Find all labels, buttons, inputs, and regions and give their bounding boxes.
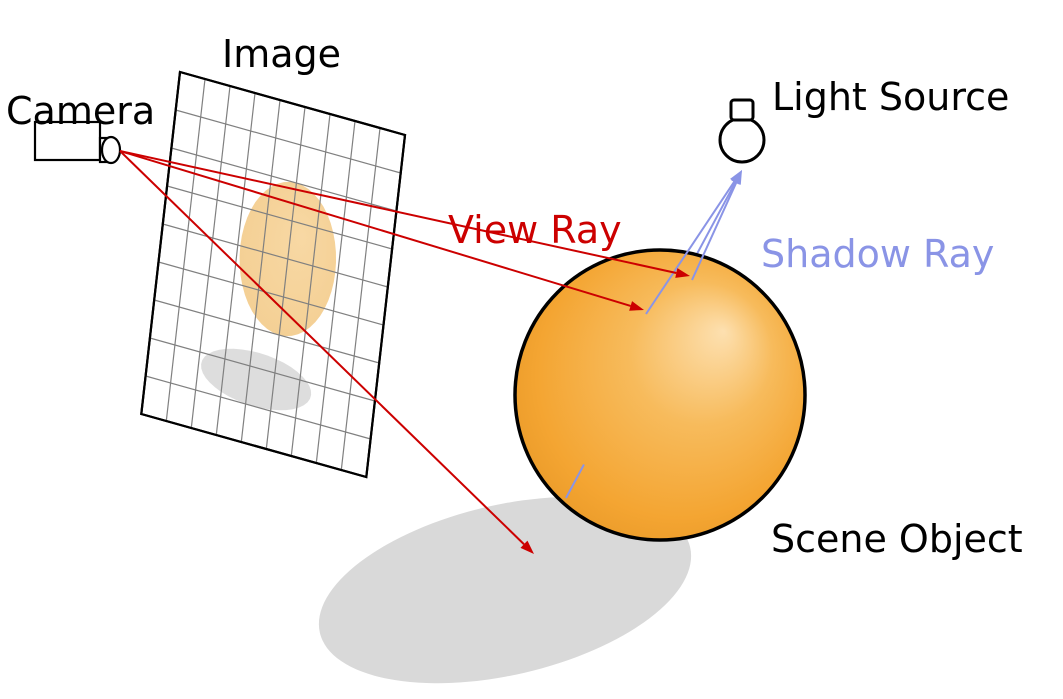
label-image: Image (222, 35, 341, 73)
label-shadow-ray: Shadow Ray (761, 235, 994, 273)
lightbulb-icon (720, 118, 764, 162)
label-camera: Camera (6, 92, 155, 130)
label-light-source: Light Source (772, 78, 1009, 116)
label-scene-object: Scene Object (771, 520, 1023, 558)
label-view-ray: View Ray (448, 211, 622, 249)
